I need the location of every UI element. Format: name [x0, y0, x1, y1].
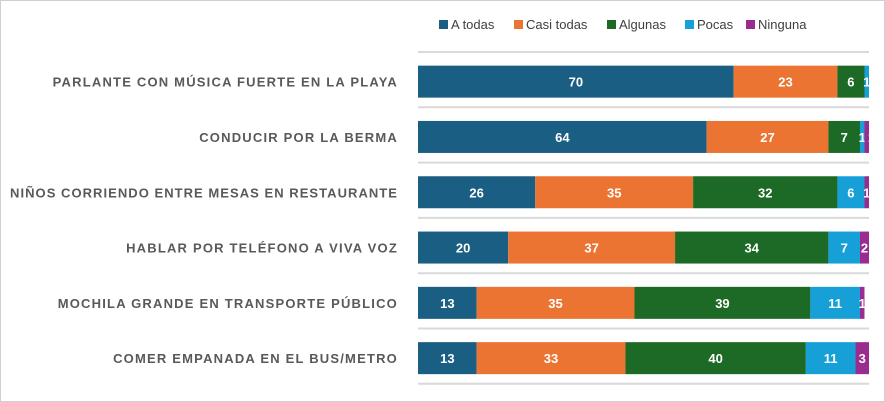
bar-segment	[864, 176, 869, 209]
data-label: 7	[841, 130, 848, 145]
data-label: 70	[569, 75, 583, 90]
legend-swatch	[607, 20, 616, 29]
legend-label: A todas	[451, 17, 495, 32]
data-label: 33	[544, 351, 558, 366]
legend-label: Casi todas	[526, 17, 588, 32]
bar-segment	[693, 176, 838, 209]
data-label: 20	[456, 241, 470, 256]
bar-segment	[535, 176, 694, 209]
data-label: 23	[778, 75, 792, 90]
legend-label: Algunas	[619, 17, 666, 32]
category-label: COMER EMPANADA EN EL BUS/METRO	[113, 351, 398, 366]
category-label: PARLANTE CON MÚSICA FUERTE EN LA PLAYA	[53, 75, 398, 90]
bar-segment	[810, 286, 860, 319]
legend-swatch	[514, 20, 523, 29]
bar-segment	[418, 65, 734, 98]
bar-segment	[706, 120, 829, 153]
bar-segment	[859, 231, 869, 264]
bar-segment	[418, 176, 536, 209]
data-label: 7	[841, 241, 848, 256]
legend-swatch	[746, 20, 755, 29]
bar-segment	[837, 65, 865, 98]
bar-segment	[855, 342, 869, 375]
data-label: 11	[828, 296, 842, 311]
data-label: 64	[555, 130, 570, 145]
bar-segment	[805, 342, 856, 375]
category-label: NIÑOS CORRIENDO ENTRE MESAS EN RESTAURAN…	[10, 185, 398, 200]
data-label: 13	[440, 296, 454, 311]
legend-swatch	[685, 20, 694, 29]
legend-swatch	[439, 20, 448, 29]
bar-segment	[864, 65, 869, 98]
bar-segment	[634, 286, 811, 319]
data-label: 1	[863, 75, 870, 90]
category-label: HABLAR POR TELÉFONO A VIVA VOZ	[126, 241, 398, 256]
bar-segment	[859, 286, 865, 319]
data-label: 1	[868, 130, 875, 145]
bar-segment	[508, 231, 676, 264]
bar-segment	[418, 231, 509, 264]
bar-segment	[837, 176, 865, 209]
data-label: 26	[469, 185, 483, 200]
bar-segment	[476, 342, 626, 375]
bar-segment	[828, 120, 860, 153]
bar-segment	[859, 120, 865, 153]
data-label: 35	[607, 185, 621, 200]
data-label: 1	[859, 130, 866, 145]
data-label: 32	[758, 185, 772, 200]
data-label: 2	[861, 241, 868, 256]
data-label: 6	[847, 185, 854, 200]
bar-segment	[733, 65, 838, 98]
data-label: 1	[863, 185, 870, 200]
category-label: CONDUCIR POR LA BERMA	[199, 130, 398, 145]
data-label: 37	[584, 241, 598, 256]
data-label: 34	[745, 241, 760, 256]
data-label: 27	[760, 130, 774, 145]
bar-segment	[418, 342, 477, 375]
bar-segment	[476, 286, 635, 319]
data-label: 1	[859, 296, 866, 311]
data-label: 40	[708, 351, 722, 366]
data-label: 11	[824, 351, 838, 366]
data-label: 39	[715, 296, 729, 311]
bar-segment	[418, 120, 707, 153]
data-label: 3	[859, 351, 866, 366]
legend-label: Ninguna	[758, 17, 807, 32]
bar-segment	[418, 286, 477, 319]
bar-segment	[675, 231, 829, 264]
legend-label: Pocas	[697, 17, 734, 32]
data-label: 6	[847, 75, 854, 90]
data-label: 35	[548, 296, 562, 311]
bar-segment	[864, 120, 869, 153]
category-label: MOCHILA GRANDE EN TRANSPORTE PÚBLICO	[58, 296, 398, 311]
bar-segment	[625, 342, 806, 375]
data-label: 13	[440, 351, 454, 366]
bar-segment	[828, 231, 860, 264]
